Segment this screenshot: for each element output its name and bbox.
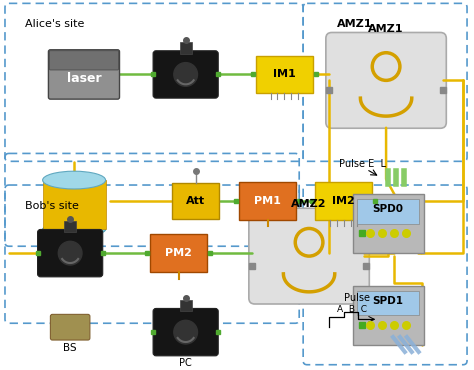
Text: AMZ1: AMZ1 [368,24,404,34]
FancyBboxPatch shape [326,33,447,128]
Text: IM1: IM1 [273,70,296,80]
Text: Pulse: Pulse [344,293,370,303]
Bar [172,183,219,219]
Bar [180,42,191,54]
Bar [239,182,296,219]
Bar [357,291,419,315]
FancyBboxPatch shape [249,208,369,304]
Text: PM1: PM1 [254,196,281,206]
FancyBboxPatch shape [153,51,218,98]
Text: AMZ2: AMZ2 [292,199,327,209]
Text: PC: PC [179,358,192,368]
Ellipse shape [43,171,106,189]
Text: SPD1: SPD1 [373,296,403,306]
FancyBboxPatch shape [37,229,103,277]
Bar [150,234,208,272]
Text: laser: laser [67,72,101,85]
Text: Bob's site: Bob's site [25,201,79,211]
Circle shape [58,241,82,265]
Bar [353,194,424,253]
Bar [64,221,76,232]
Bar [43,180,106,229]
FancyBboxPatch shape [49,51,118,70]
FancyBboxPatch shape [48,50,119,99]
FancyBboxPatch shape [50,314,90,340]
Text: A  B  C: A B C [337,305,367,314]
Bar [180,300,191,312]
Text: Att: Att [186,196,205,206]
Circle shape [174,320,198,344]
Text: BS: BS [64,343,77,353]
Bar [256,56,313,93]
Text: Alice's site: Alice's site [25,19,84,29]
Text: SPD0: SPD0 [373,204,403,214]
Bar [315,182,372,219]
Text: AMZ1: AMZ1 [337,19,372,29]
Bar [353,286,424,345]
Ellipse shape [43,222,106,236]
Bar [357,199,419,223]
FancyBboxPatch shape [153,309,218,356]
Circle shape [174,63,198,86]
Text: IM2: IM2 [332,196,355,206]
Text: PM2: PM2 [165,248,192,258]
Text: Pulse E  L: Pulse E L [339,159,386,169]
